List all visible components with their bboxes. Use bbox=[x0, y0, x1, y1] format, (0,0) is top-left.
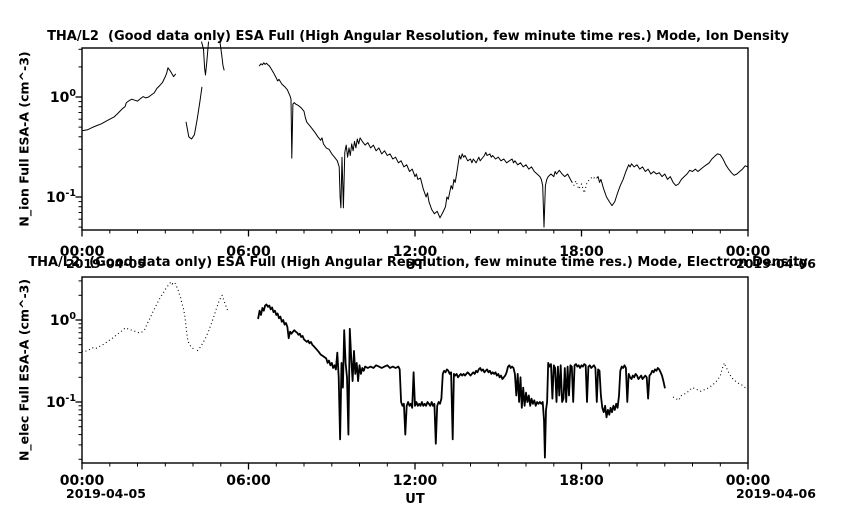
series-electron-trace bbox=[196, 294, 229, 352]
panel-ion-y-axis-label: N_ion Full ESA-A (cm^-3) bbox=[16, 51, 32, 227]
x-tick-label: 00:00 bbox=[59, 473, 105, 489]
x-tick-label: 12:00 bbox=[392, 244, 438, 260]
series-ion-trace bbox=[258, 62, 573, 228]
y-tick-label: 10-1 bbox=[45, 188, 76, 206]
x-tick-label: 12:00 bbox=[392, 473, 438, 489]
series-ion-trace bbox=[219, 40, 225, 71]
y-tick-label: 100 bbox=[49, 311, 76, 329]
series-ion-trace bbox=[201, 41, 209, 76]
panel-0-frame bbox=[81, 47, 749, 231]
x-tick-label: 00:00 bbox=[725, 244, 771, 260]
y-tick-label: 100 bbox=[49, 88, 76, 106]
panel-electron-y-axis-label: N_elec Full ESA-A (cm^-3) bbox=[16, 278, 32, 462]
x-tick-label: 00:00 bbox=[59, 244, 105, 260]
series-ion-trace bbox=[573, 176, 597, 194]
panel-electron-title: THA/L2 (Good data only) ESA Full (High A… bbox=[28, 255, 808, 270]
x-axis-label: UT bbox=[405, 492, 425, 507]
series-electron-trace bbox=[257, 303, 666, 459]
series-ion-trace bbox=[596, 153, 749, 207]
series-electron-trace bbox=[672, 362, 749, 401]
x-tick-label: 06:00 bbox=[226, 473, 271, 489]
y-tick-label: 10-1 bbox=[45, 393, 76, 411]
x-tick-label: 18:00 bbox=[559, 473, 604, 489]
series-ion-trace bbox=[81, 67, 176, 132]
x-tick-label: 18:00 bbox=[559, 244, 604, 260]
series-ion-trace bbox=[185, 86, 203, 140]
x-axis-label: UT bbox=[405, 258, 425, 273]
panel-ion-title: THA/L2 (Good data only) ESA Full (High A… bbox=[47, 29, 789, 44]
x-date-left-label: 2019-04-05 bbox=[66, 486, 146, 501]
x-tick-label: 06:00 bbox=[226, 244, 271, 260]
series-electron-trace bbox=[81, 281, 195, 353]
x-tick-label: 00:00 bbox=[725, 473, 771, 489]
x-date-left-label: 2019-04-05 bbox=[66, 256, 146, 271]
x-date-right-label: 2019-04-06 bbox=[736, 486, 816, 501]
x-date-right-label: 2019-04-06 bbox=[736, 256, 816, 271]
